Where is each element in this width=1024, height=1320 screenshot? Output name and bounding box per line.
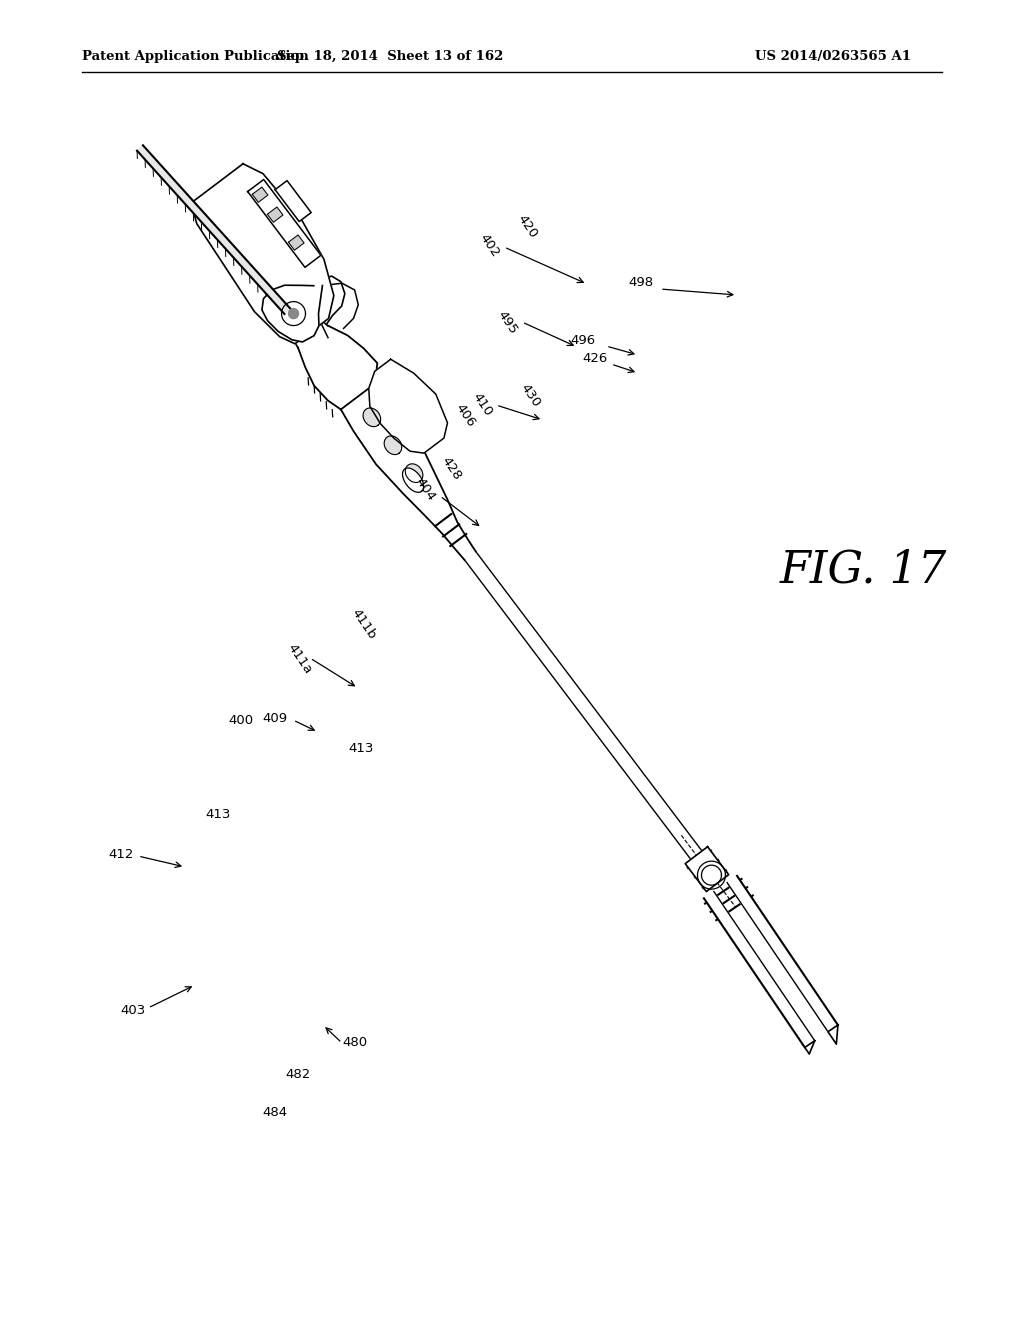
Text: 480: 480 [342, 1035, 368, 1048]
Text: 413: 413 [205, 808, 230, 821]
Polygon shape [275, 181, 311, 222]
Text: 498: 498 [628, 276, 653, 289]
Polygon shape [703, 891, 815, 1048]
Text: 413: 413 [348, 742, 374, 755]
Text: 496: 496 [570, 334, 595, 347]
Polygon shape [402, 469, 424, 492]
Text: 482: 482 [285, 1068, 310, 1081]
Polygon shape [289, 235, 304, 251]
Text: 412: 412 [108, 849, 133, 862]
Polygon shape [252, 187, 268, 202]
Text: 409: 409 [262, 711, 287, 725]
Text: 430: 430 [517, 381, 543, 409]
Polygon shape [364, 408, 381, 426]
Polygon shape [727, 876, 838, 1032]
Text: Sep. 18, 2014  Sheet 13 of 162: Sep. 18, 2014 Sheet 13 of 162 [276, 50, 503, 63]
Text: 404: 404 [413, 475, 437, 503]
Polygon shape [191, 164, 334, 343]
Text: 495: 495 [495, 309, 519, 337]
Text: 484: 484 [262, 1106, 287, 1118]
Text: 411b: 411b [348, 606, 378, 642]
Polygon shape [406, 463, 423, 483]
Polygon shape [248, 180, 321, 268]
Polygon shape [805, 1040, 815, 1055]
Polygon shape [289, 309, 299, 318]
Text: 428: 428 [438, 454, 464, 483]
Polygon shape [369, 359, 447, 453]
Polygon shape [384, 436, 401, 454]
Polygon shape [828, 1026, 838, 1044]
Text: 426: 426 [582, 351, 607, 364]
Polygon shape [685, 846, 729, 891]
Text: 410: 410 [470, 391, 495, 418]
Polygon shape [137, 145, 291, 314]
Polygon shape [341, 384, 476, 560]
Text: 406: 406 [453, 401, 477, 429]
Text: Patent Application Publication: Patent Application Publication [82, 50, 309, 63]
Text: 411a: 411a [285, 642, 314, 676]
Text: 403: 403 [120, 1003, 145, 1016]
Text: FIG. 17: FIG. 17 [780, 548, 947, 591]
Polygon shape [267, 207, 283, 222]
Polygon shape [262, 285, 323, 342]
Text: 402: 402 [476, 231, 502, 260]
Text: US 2014/0263565 A1: US 2014/0263565 A1 [755, 50, 911, 63]
Text: 420: 420 [515, 213, 540, 240]
Text: 400: 400 [228, 714, 253, 726]
